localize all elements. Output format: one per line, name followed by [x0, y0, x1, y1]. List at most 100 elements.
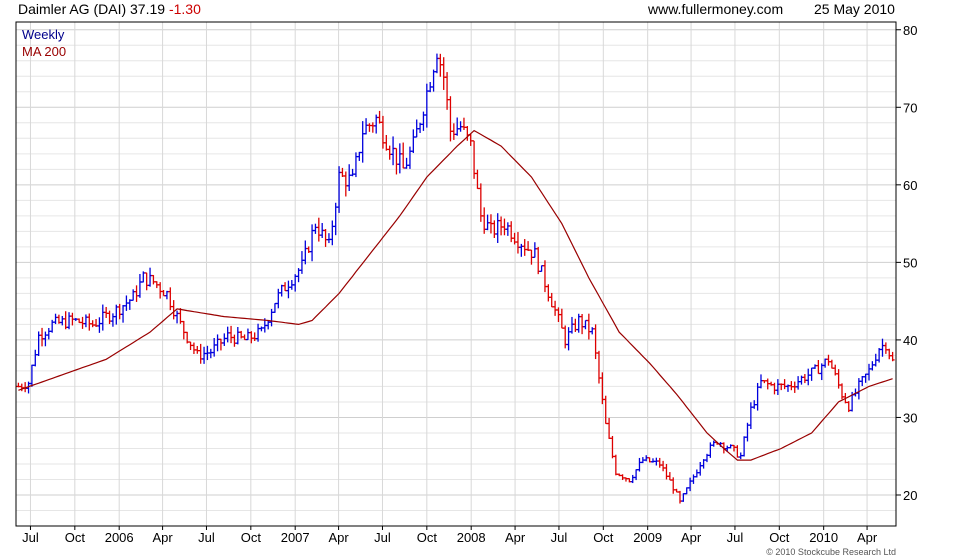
weekly-bar-up	[337, 166, 342, 213]
weekly-bar-up	[97, 317, 102, 333]
weekly-bar-down	[782, 379, 787, 390]
weekly-bar-down	[198, 343, 203, 364]
weekly-bar-up	[208, 348, 213, 359]
weekly-bar-down	[549, 292, 554, 308]
weekly-bar-up	[53, 313, 58, 325]
x-tick-label: Oct	[593, 530, 614, 545]
weekly-bar-up	[742, 436, 747, 457]
weekly-bar-down	[158, 282, 163, 299]
x-tick-label: Oct	[417, 530, 438, 545]
x-tick-label: 2007	[281, 530, 310, 545]
weekly-bar-down	[181, 320, 186, 340]
weekly-bar-up	[303, 240, 308, 265]
weekly-bar-down	[191, 342, 196, 354]
weekly-bar-down	[883, 342, 888, 354]
weekly-bar-up	[326, 233, 331, 244]
weekly-bar-down	[607, 417, 612, 439]
weekly-bar-down	[887, 348, 892, 360]
weekly-bar-down	[377, 110, 382, 124]
last-price: 37.19	[130, 1, 166, 17]
x-tick-label: Jul	[727, 530, 744, 545]
weekly-bar-down	[829, 359, 834, 369]
weekly-bar-down	[367, 123, 372, 132]
chart-title: Daimler AG (DAI) 37.19 -1.30	[18, 1, 201, 17]
weekly-bar-up	[175, 310, 180, 324]
weekly-bar-down	[546, 284, 551, 302]
weekly-bar-down	[475, 169, 480, 190]
weekly-bar-up	[431, 69, 436, 92]
weekly-bar-up	[131, 289, 136, 301]
weekly-bar-up	[259, 326, 264, 332]
weekly-bar-up	[350, 168, 355, 177]
site-label[interactable]: www.fullermoney.com	[648, 1, 784, 17]
weekly-bar-up	[286, 280, 291, 299]
weekly-bar-up	[539, 265, 544, 273]
x-tick-label: Oct	[769, 530, 790, 545]
weekly-bar-down	[441, 57, 446, 90]
weekly-bar-down	[451, 123, 456, 140]
x-tick-label: Jul	[374, 530, 391, 545]
weekly-bar-up	[121, 305, 126, 323]
weekly-bar-down	[117, 303, 122, 320]
weekly-bar-up	[455, 117, 460, 136]
x-tick-label: Oct	[65, 530, 86, 545]
weekly-bar-down	[603, 395, 608, 425]
weekly-bar-down	[394, 147, 399, 175]
x-tick-label: Jul	[22, 530, 39, 545]
weekly-bar-down	[826, 354, 831, 366]
weekly-bar-down	[232, 334, 237, 347]
weekly-bar-down	[283, 282, 288, 292]
weekly-bar-down	[468, 134, 473, 146]
weekly-bar-down	[387, 145, 392, 160]
weekly-bar-up	[566, 327, 571, 351]
weekly-bar-up	[83, 314, 88, 328]
price-change: -1.30	[168, 1, 201, 17]
weekly-bar-up	[148, 267, 153, 287]
date-label: 25 May 2010	[814, 1, 895, 17]
weekly-bar-down	[144, 272, 149, 291]
weekly-bar-down	[343, 171, 348, 197]
weekly-bar-up	[407, 146, 412, 169]
weekly-bar-down	[370, 122, 375, 133]
x-tick-label: Apr	[505, 530, 526, 545]
x-tick-label: 2010	[809, 530, 838, 545]
weekly-bar-down	[789, 381, 794, 391]
weekly-bar-down	[461, 117, 466, 130]
weekly-bar-up	[33, 349, 38, 367]
weekly-bar-up	[748, 402, 753, 430]
weekly-bar-up	[215, 334, 220, 352]
weekly-bar-down	[586, 313, 591, 340]
weekly-bar-down	[40, 327, 45, 347]
weekly-bar-down	[593, 324, 598, 360]
weekly-bar-down	[499, 216, 504, 236]
weekly-bar-down	[195, 345, 200, 354]
weekly-bar-up	[637, 457, 642, 472]
weekly-bar-up	[313, 223, 318, 234]
y-tick-label: 50	[903, 255, 917, 270]
legend-ma: MA 200	[22, 44, 67, 59]
weekly-bar-up	[67, 312, 72, 330]
weekly-bar-up	[505, 222, 510, 236]
weekly-bar-up	[809, 367, 814, 381]
weekly-bar-down	[536, 246, 541, 275]
weekly-bar-up	[279, 284, 284, 297]
weekly-bar-down	[613, 454, 618, 476]
weekly-bar-down	[816, 359, 821, 375]
y-tick-label: 40	[903, 333, 917, 348]
weekly-bar-up	[114, 304, 119, 325]
weekly-bar-up	[796, 376, 801, 390]
y-tick-label: 60	[903, 178, 917, 193]
weekly-bar-down	[553, 300, 558, 316]
weekly-bar-down	[384, 134, 389, 151]
weekly-bar-up	[269, 308, 274, 327]
weekly-bar-up	[391, 136, 396, 166]
weekly-bar-down	[657, 457, 662, 468]
weekly-bar-down	[87, 313, 92, 331]
weekly-bar-up	[569, 316, 574, 334]
weekly-bar-up	[634, 469, 639, 481]
weekly-bar-up	[711, 440, 716, 447]
x-tick-label: 2006	[105, 530, 134, 545]
x-tick-label: Apr	[152, 530, 173, 545]
weekly-bar-down	[401, 142, 406, 169]
x-tick-label: 2009	[633, 530, 662, 545]
